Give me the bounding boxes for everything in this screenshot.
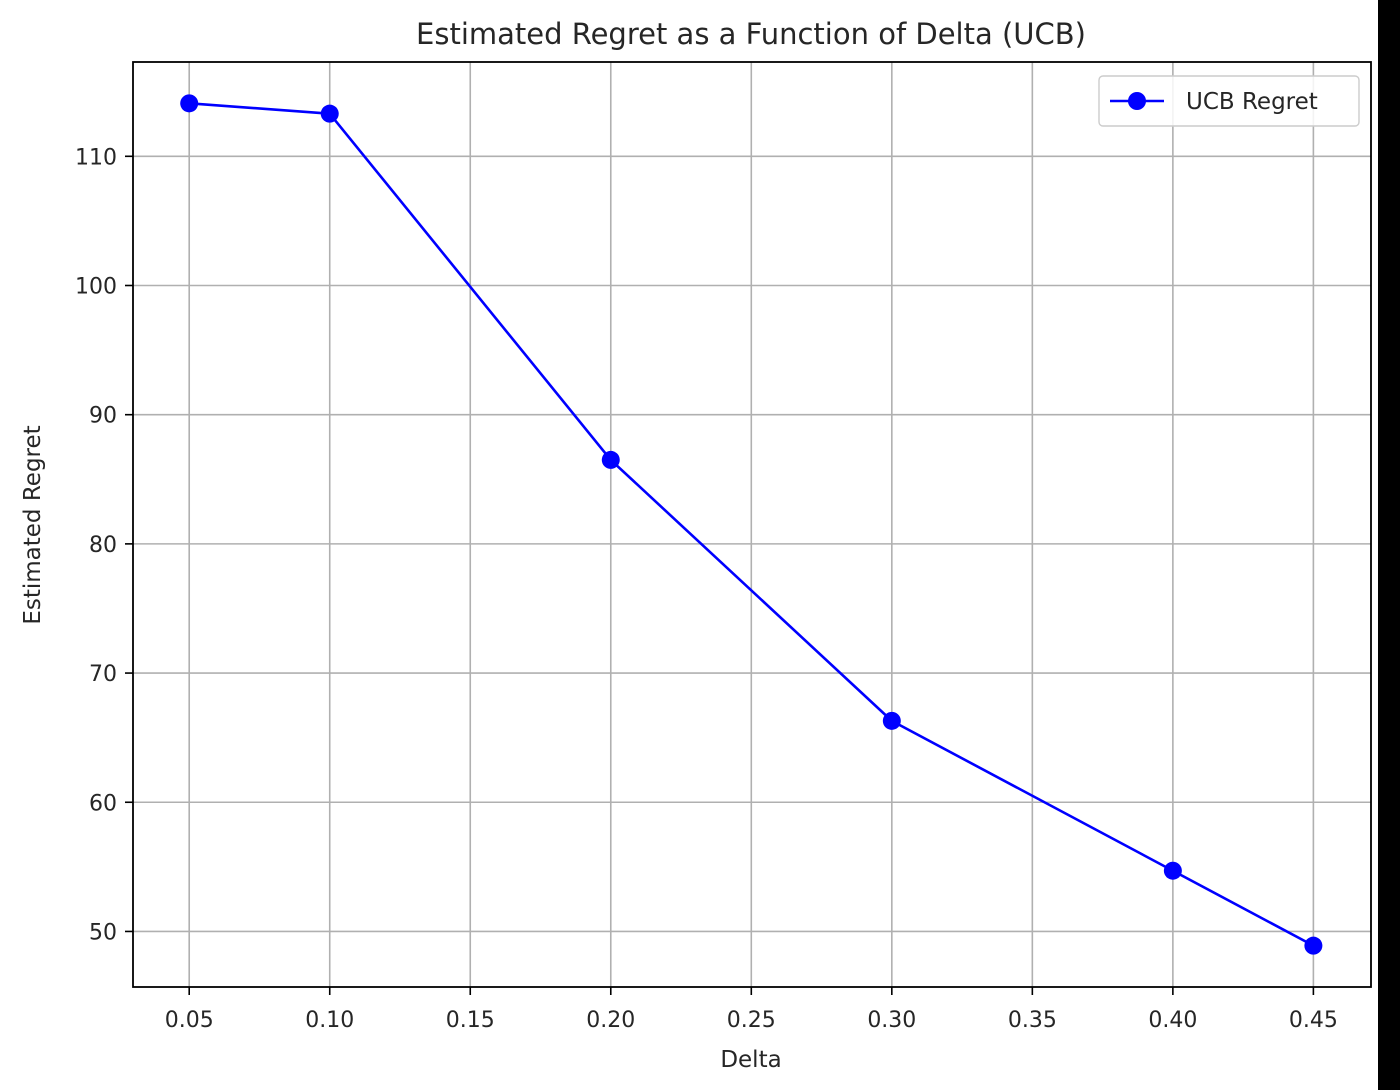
- legend-marker-swatch: [1128, 92, 1146, 110]
- data-point: [1304, 936, 1323, 955]
- x-tick-label: 0.05: [165, 1008, 214, 1033]
- series-layer: [180, 94, 1323, 955]
- y-tick-label: 70: [89, 662, 117, 687]
- x-tick-label: 0.25: [727, 1008, 776, 1033]
- data-point: [180, 94, 199, 113]
- data-point: [601, 450, 620, 469]
- x-tick-label: 0.30: [867, 1008, 916, 1033]
- y-tick-label: 50: [89, 920, 117, 945]
- y-tick-label: 90: [89, 404, 117, 429]
- x-tick-label: 0.45: [1289, 1008, 1338, 1033]
- x-tick-label: 0.35: [1008, 1008, 1057, 1033]
- x-axis-label: Delta: [720, 1047, 781, 1073]
- y-tick-label: 60: [89, 791, 117, 816]
- y-tick-label: 80: [89, 533, 117, 558]
- y-tick-label: 110: [75, 145, 117, 170]
- data-point: [1163, 861, 1182, 880]
- legend: UCB Regret: [1098, 75, 1360, 127]
- y-tick-label: 100: [75, 274, 117, 299]
- x-tick-label: 0.15: [446, 1008, 495, 1033]
- x-axis-ticks: 0.05 0.10 0.15 0.20 0.25 0.30 0.35 0.40 0.45: [165, 987, 1338, 1033]
- y-axis-label: Estimated Regret: [20, 425, 46, 624]
- x-tick-label: 0.10: [305, 1008, 354, 1033]
- legend-box: [1098, 75, 1360, 127]
- data-point: [320, 104, 339, 123]
- data-point: [882, 711, 901, 730]
- x-tick-label: 0.20: [586, 1008, 635, 1033]
- legend-entry-label: UCB Regret: [1186, 89, 1318, 115]
- x-tick-label: 0.40: [1148, 1008, 1197, 1033]
- y-axis-ticks: 50 60 70 80 90 100 110: [75, 145, 133, 945]
- chart-title: Estimated Regret as a Function of Delta …: [416, 17, 1086, 51]
- grid-layer: [133, 62, 1371, 987]
- series-line-ucb-regret: [189, 102, 1314, 947]
